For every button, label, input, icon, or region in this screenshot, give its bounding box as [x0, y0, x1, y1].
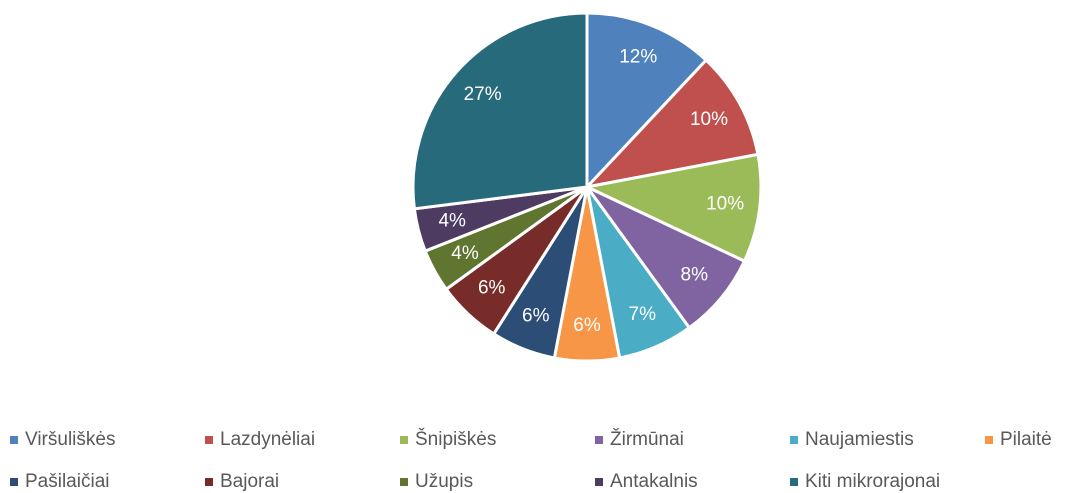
- legend-swatch: [985, 436, 993, 444]
- data-label: 10%: [706, 193, 744, 214]
- legend-label: Šnipiškės: [415, 428, 496, 450]
- legend-swatch: [205, 478, 213, 486]
- legend-swatch: [790, 436, 798, 444]
- legend-swatch: [400, 478, 408, 486]
- legend-label: Pilaitė: [1000, 429, 1052, 450]
- legend-swatch: [595, 478, 603, 486]
- legend-swatch: [400, 436, 408, 444]
- legend-swatch: [790, 478, 798, 486]
- legend-swatch: [595, 436, 603, 444]
- legend-swatch: [205, 436, 213, 444]
- legend-label: Lazdynėliai: [220, 429, 315, 450]
- data-label: 7%: [629, 304, 657, 325]
- data-label: 27%: [464, 84, 502, 105]
- legend-label: Bajorai: [220, 471, 279, 492]
- data-label: 6%: [573, 315, 601, 336]
- legend-label: Naujamiestis: [805, 429, 914, 450]
- pie-slice: [411, 11, 589, 211]
- legend-swatch: [10, 436, 18, 444]
- pie-slice: [582, 58, 760, 190]
- data-label: 10%: [690, 109, 728, 130]
- legend-label: Kiti mikrorajonai: [805, 471, 940, 492]
- pie-slice: [585, 11, 709, 191]
- data-label: 12%: [619, 47, 657, 68]
- data-label: 4%: [438, 211, 466, 232]
- data-label: 8%: [681, 265, 709, 286]
- legend-label: Žirmūnai: [610, 428, 684, 450]
- data-label: 6%: [478, 277, 506, 298]
- data-label: 4%: [451, 243, 479, 264]
- legend-label: Užupis: [415, 471, 473, 492]
- pie-slice: [582, 152, 763, 264]
- data-label: 6%: [522, 305, 550, 326]
- legend-label: Antakalnis: [610, 471, 698, 492]
- legend-label: Pašilaičiai: [25, 471, 109, 492]
- legend-label: Viršuliškės: [25, 429, 115, 450]
- legend-swatch: [10, 478, 18, 486]
